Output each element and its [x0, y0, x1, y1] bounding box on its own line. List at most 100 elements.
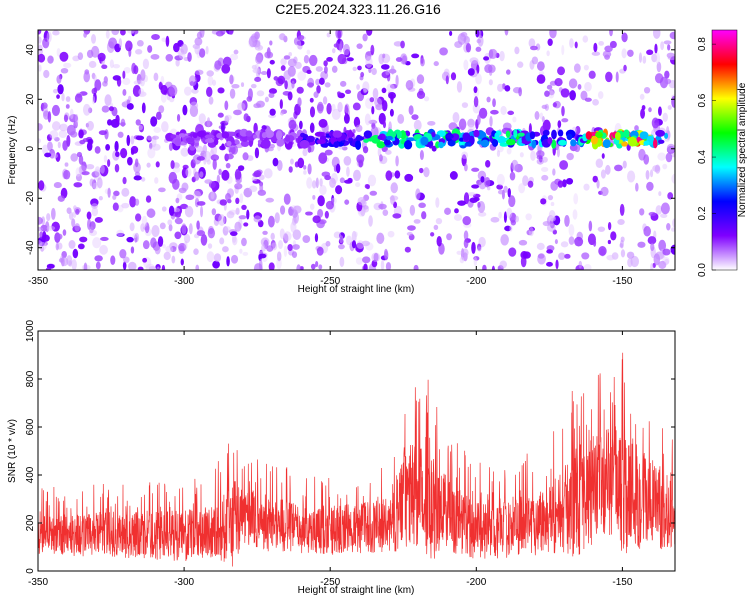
heatmap-cell [250, 83, 257, 89]
heatmap-cell [407, 225, 416, 231]
heatmap-cell [551, 139, 557, 149]
heatmap-cell [500, 105, 507, 115]
heatmap-cell [503, 211, 507, 223]
heatmap-cell [151, 225, 160, 238]
heatmap-cell [577, 83, 582, 90]
heatmap-cell [225, 193, 231, 202]
heatmap-cell [195, 264, 200, 270]
heatmap-cell [202, 144, 208, 154]
heatmap-cell [101, 105, 110, 113]
heatmap-cell [483, 56, 490, 61]
heatmap-cell [130, 246, 135, 254]
heatmap-cell [70, 153, 78, 162]
heatmap-cell [99, 164, 109, 177]
snr-x-axis-label: Height of straight line (km) [298, 585, 415, 596]
heatmap-cell [91, 72, 96, 80]
heatmap-cell [339, 40, 343, 51]
heatmap-cell [168, 84, 178, 97]
heatmap-cell [588, 220, 593, 232]
heatmap-cell [92, 95, 96, 105]
heatmap-cell [528, 38, 536, 48]
heatmap-cell [196, 220, 200, 230]
heatmap-cell [176, 114, 181, 122]
heatmap-cell [597, 91, 604, 100]
heatmap-cell [86, 49, 94, 59]
heatmap-cell [206, 117, 211, 128]
heatmap-cell [436, 235, 442, 247]
heatmap-cell [107, 187, 111, 198]
heatmap-cell [70, 130, 78, 138]
heatmap-cell [574, 236, 584, 247]
heatmap-cell [627, 136, 638, 147]
heatmap-cell [609, 30, 613, 37]
heatmap-cell [232, 236, 238, 246]
heatmap-cell [161, 264, 166, 270]
heatmap-cell [181, 167, 189, 179]
heatmap-cell [552, 168, 556, 176]
heatmap-cell [511, 159, 519, 171]
heatmap-cell [652, 30, 661, 39]
heatmap-cell [296, 40, 305, 46]
heatmap-cell [71, 218, 76, 228]
heatmap-cell [302, 148, 308, 157]
heatmap-cell [558, 139, 567, 146]
heatmap-cell [196, 31, 203, 39]
heatmap-cell [218, 168, 222, 176]
heatmap-cell [315, 66, 323, 72]
heatmap-cell [198, 167, 206, 179]
heatmap-cell [38, 138, 41, 144]
heatmap-cell [546, 223, 556, 232]
heatmap-cell [252, 68, 262, 74]
heatmap-cell [583, 264, 592, 270]
heatmap-cell [380, 259, 385, 270]
heatmap-cell [574, 143, 581, 153]
heatmap-cell [142, 257, 148, 263]
heatmap-cell [475, 73, 482, 85]
heatmap-cells [38, 30, 675, 270]
heatmap-cell [666, 223, 671, 231]
heatmap-cell [215, 30, 224, 37]
heatmap-cell [363, 138, 370, 143]
heatmap-cell [416, 90, 426, 100]
heatmap-cell [199, 171, 204, 178]
heatmap-cell [242, 152, 249, 161]
heatmap-cell [331, 65, 338, 73]
heatmap-cell [303, 55, 310, 64]
heatmap-cell [275, 130, 283, 141]
heatmap-cell [438, 141, 445, 149]
heatmap-cell [408, 105, 414, 115]
heatmap-cell [225, 153, 234, 160]
heatmap-cell [473, 129, 480, 138]
heatmap-cell [307, 163, 312, 175]
heatmap-cell [324, 82, 331, 88]
heatmap-cell [469, 197, 478, 203]
heatmap-cell [541, 166, 549, 172]
heatmap-cell [38, 53, 46, 63]
heatmap-cell [548, 89, 555, 96]
heatmap-cell [292, 229, 302, 240]
heatmap-cell [278, 240, 283, 250]
heatmap-cell [115, 151, 120, 158]
heatmap-cell [546, 84, 553, 90]
heatmap-cell [229, 53, 239, 61]
heatmap-cell [103, 155, 108, 163]
heatmap-cell [575, 125, 581, 135]
heatmap-cell [161, 121, 169, 133]
heatmap-cell [371, 67, 377, 76]
heatmap-cell [71, 259, 77, 270]
heatmap-cell [593, 239, 597, 247]
heatmap-cell [492, 98, 496, 108]
heatmap-cell [665, 152, 673, 163]
heatmap-cell [91, 206, 99, 217]
heatmap-cell [337, 101, 343, 113]
heatmap-cell [541, 156, 548, 163]
heatmap-cell [50, 56, 54, 62]
heatmap-cell [363, 88, 367, 94]
heatmap-y-axis-label: Frequency (Hz) [7, 116, 18, 185]
heatmap-cell [452, 112, 460, 123]
heatmap-cell [206, 251, 215, 263]
heatmap-cell [559, 160, 569, 170]
heatmap-cell [477, 246, 482, 252]
heatmap-cell [453, 214, 463, 221]
heatmap-cell [276, 159, 283, 172]
